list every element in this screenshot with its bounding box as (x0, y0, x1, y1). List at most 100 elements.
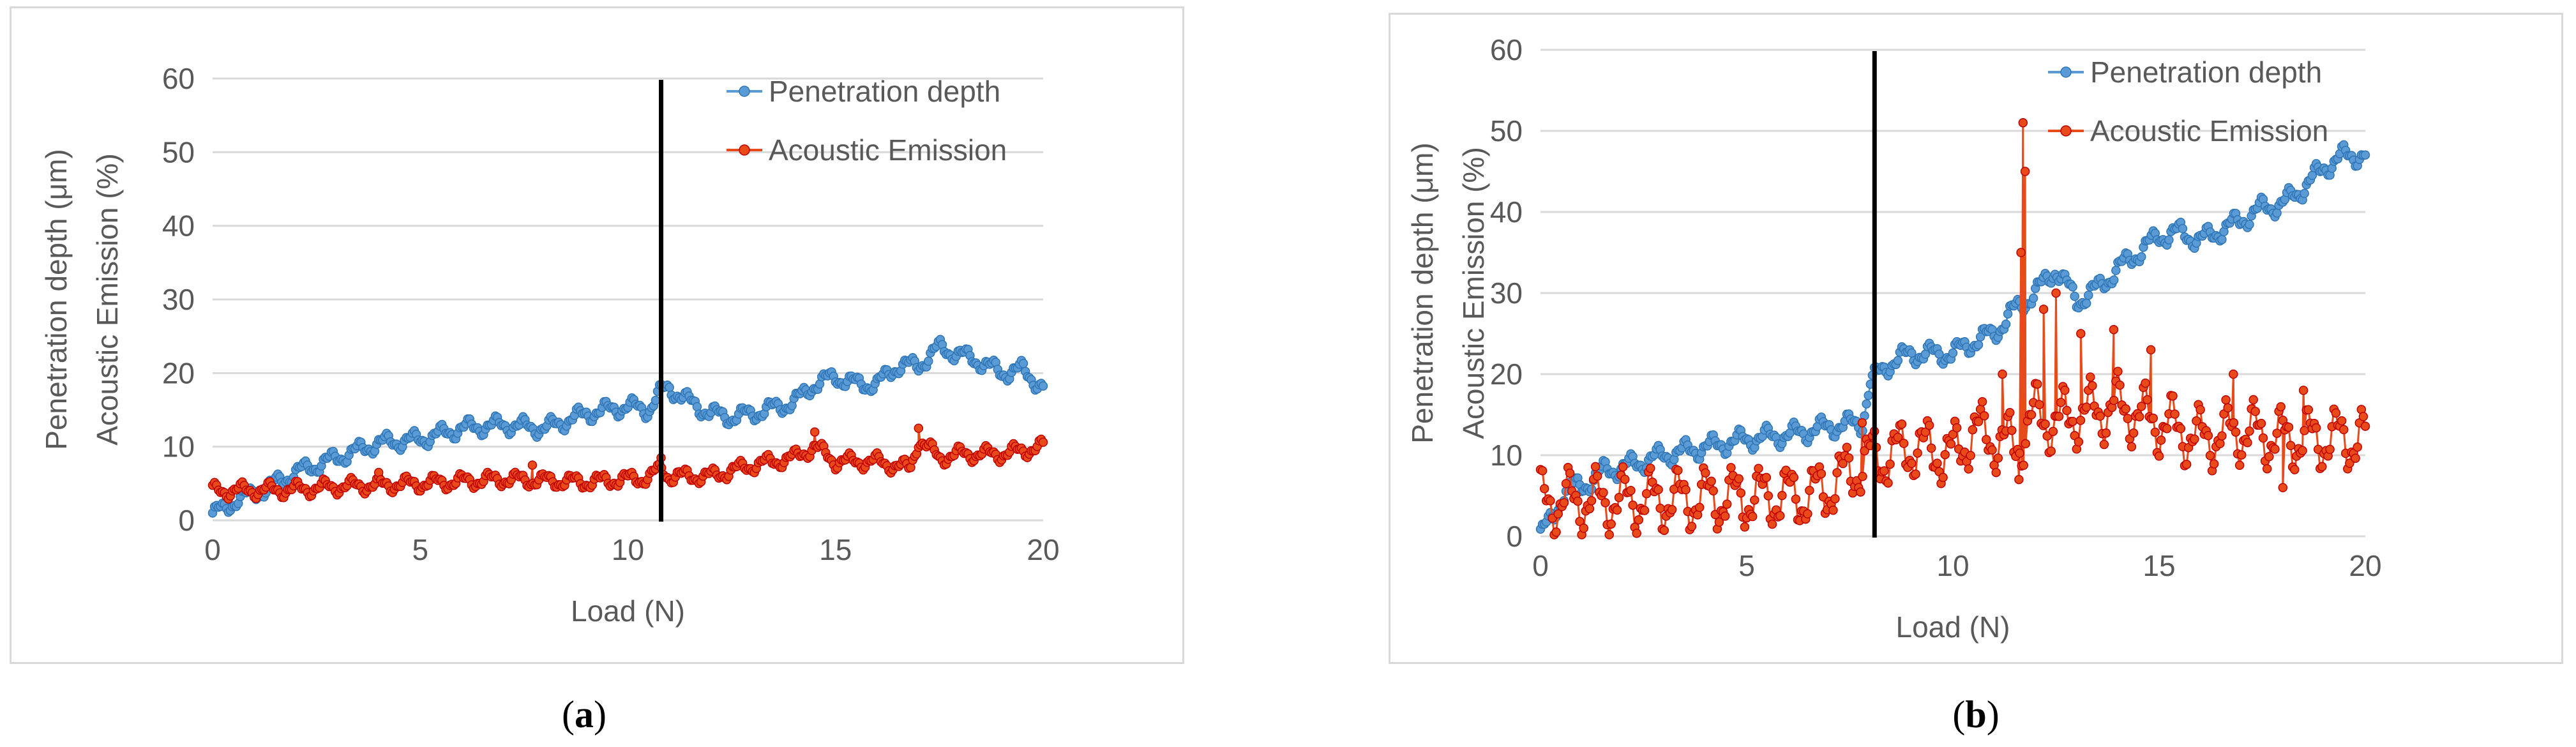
data-point (1920, 349, 1931, 359)
data-point (1973, 340, 1984, 350)
data-point (1966, 451, 1975, 460)
data-point (1964, 464, 1973, 474)
data-point (2075, 416, 2086, 425)
data-point (2229, 369, 2238, 379)
data-point (1599, 488, 1608, 497)
ytick-label: 40 (162, 209, 195, 243)
data-point (2276, 402, 2286, 412)
ytick-label: 30 (162, 283, 195, 316)
chart-panel-a: 0 10 20 30 40 50 60 0 5 10 15 20 Load (N) Penetration… (10, 6, 1184, 664)
data-point (2345, 458, 2354, 468)
data-point (1791, 494, 1801, 504)
data-point (1592, 471, 1602, 481)
data-point (1687, 522, 1697, 531)
data-point (1789, 472, 1799, 482)
data-point (2358, 412, 2369, 421)
data-point (1573, 496, 1583, 506)
data-point (1998, 369, 2007, 379)
data-point (1907, 348, 1917, 358)
data-point (1993, 453, 2003, 463)
data-point (1907, 458, 1917, 469)
data-point (1952, 423, 1962, 433)
legend-label: Acoustic Emission (769, 133, 1007, 167)
ytick-label: 0 (1506, 520, 1523, 553)
data-point (2290, 465, 2300, 474)
data-point (2170, 409, 2180, 419)
data-point (1579, 524, 1588, 533)
data-point (2001, 319, 2011, 329)
y-axis-label-line-2: Acoustic Emission (%) (91, 153, 124, 446)
data-point (2095, 411, 2105, 421)
data-point (1913, 448, 1922, 458)
data-point (1767, 519, 1777, 529)
data-point (1601, 498, 1610, 508)
ytick-label: 50 (1490, 114, 1523, 147)
data-point (2272, 208, 2282, 218)
data-point (1018, 359, 1028, 368)
data-point (2317, 462, 2327, 472)
ytick-label: 30 (1490, 276, 1523, 310)
data-point (2209, 459, 2219, 469)
data-point (1694, 502, 1705, 513)
data-point (2054, 411, 2064, 421)
data-point (2084, 290, 2093, 300)
data-point (2331, 408, 2341, 418)
data-point (2181, 460, 2192, 469)
data-point (2101, 428, 2111, 438)
data-point (1539, 484, 1549, 494)
data-point (1991, 467, 2001, 478)
data-point (651, 395, 661, 405)
data-point (2192, 416, 2201, 426)
data-point (1546, 496, 1555, 506)
data-point (2284, 422, 2294, 432)
data-point (2154, 451, 2164, 461)
data-point (1899, 439, 1909, 448)
data-point (1987, 445, 1997, 455)
data-point (2250, 407, 2260, 416)
data-point (2040, 419, 2050, 429)
data-point (2035, 400, 2044, 409)
legend-label: Penetration depth (769, 75, 1000, 108)
data-point (2236, 450, 2247, 460)
data-point (1626, 486, 1636, 495)
data-point (1883, 478, 1893, 488)
data-point (2307, 170, 2317, 181)
xtick-label: 20 (1027, 533, 1059, 566)
data-point (2264, 452, 2274, 462)
xtick-label: 10 (612, 533, 644, 566)
data-point (1777, 490, 1787, 501)
data-point (1038, 381, 1048, 391)
data-point (1842, 442, 1852, 452)
ytick-label: 10 (162, 430, 195, 464)
data-point (1754, 464, 1763, 473)
data-point (1646, 464, 1655, 473)
ytick-label: 20 (1490, 358, 1523, 391)
data-point (2303, 405, 2314, 415)
caption-a: (a) (562, 693, 606, 736)
data-point (2016, 248, 2026, 257)
data-point (1924, 420, 1934, 430)
data-point (2286, 441, 2296, 450)
legend-marker (2060, 66, 2072, 78)
data-point (1655, 503, 1665, 513)
data-point (2156, 435, 2166, 445)
data-point (2162, 423, 2172, 434)
legend-label: Penetration depth (2090, 56, 2322, 89)
data-point (1559, 498, 1569, 508)
data-point (1553, 509, 1563, 519)
data-point (1747, 511, 1758, 522)
data-point (1775, 511, 1785, 521)
caption-b: (b) (1952, 693, 2000, 736)
data-point (1844, 453, 1854, 463)
data-point (2005, 407, 2015, 418)
data-point (1038, 437, 1048, 447)
data-point (2353, 442, 2362, 452)
data-point (1885, 459, 1895, 469)
data-point (1857, 418, 1867, 428)
data-point (2003, 309, 2013, 319)
data-point (2137, 402, 2146, 411)
legend-item-penetration-depth: Penetration depth (2048, 56, 2322, 89)
data-point (1897, 419, 1907, 429)
data-point (2115, 380, 2125, 390)
data-point (2229, 418, 2239, 428)
